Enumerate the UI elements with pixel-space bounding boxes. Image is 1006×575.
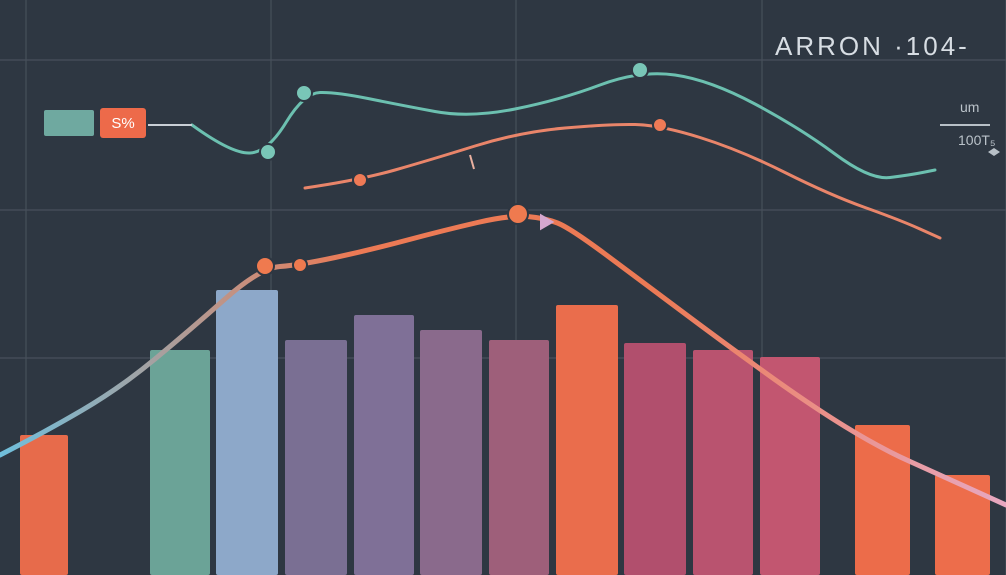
main-line-marker-1 — [293, 258, 307, 272]
legend-label: S% — [111, 115, 134, 132]
bar-3 — [285, 340, 347, 575]
orange-top-marker-0 — [353, 173, 367, 187]
bar-0 — [20, 435, 68, 575]
teal-line-marker-0 — [260, 144, 276, 160]
bar-5 — [420, 330, 482, 575]
right-axis-unit: um — [960, 99, 979, 115]
teal-line-marker-1 — [296, 85, 312, 101]
chart-svg: S% ARRON ·104- um 100T₅ — [0, 0, 1006, 575]
bar-1 — [150, 350, 210, 575]
chart-title: ARRON ·104- — [775, 31, 970, 61]
bar-4 — [354, 315, 414, 575]
bar-2 — [216, 290, 278, 575]
legend-swatch-1 — [44, 110, 94, 136]
teal-line-marker-2 — [632, 62, 648, 78]
right-axis-value: 100T₅ — [958, 132, 996, 148]
main-line-marker-2 — [508, 204, 528, 224]
bar-8 — [624, 343, 686, 575]
bar-9 — [693, 350, 753, 575]
bar-7 — [556, 305, 618, 575]
bar-6 — [489, 340, 549, 575]
bar-12 — [935, 475, 990, 575]
main-line-marker-0 — [256, 257, 274, 275]
chart-stage: S% ARRON ·104- um 100T₅ — [0, 0, 1006, 575]
orange-top-marker-1 — [653, 118, 667, 132]
